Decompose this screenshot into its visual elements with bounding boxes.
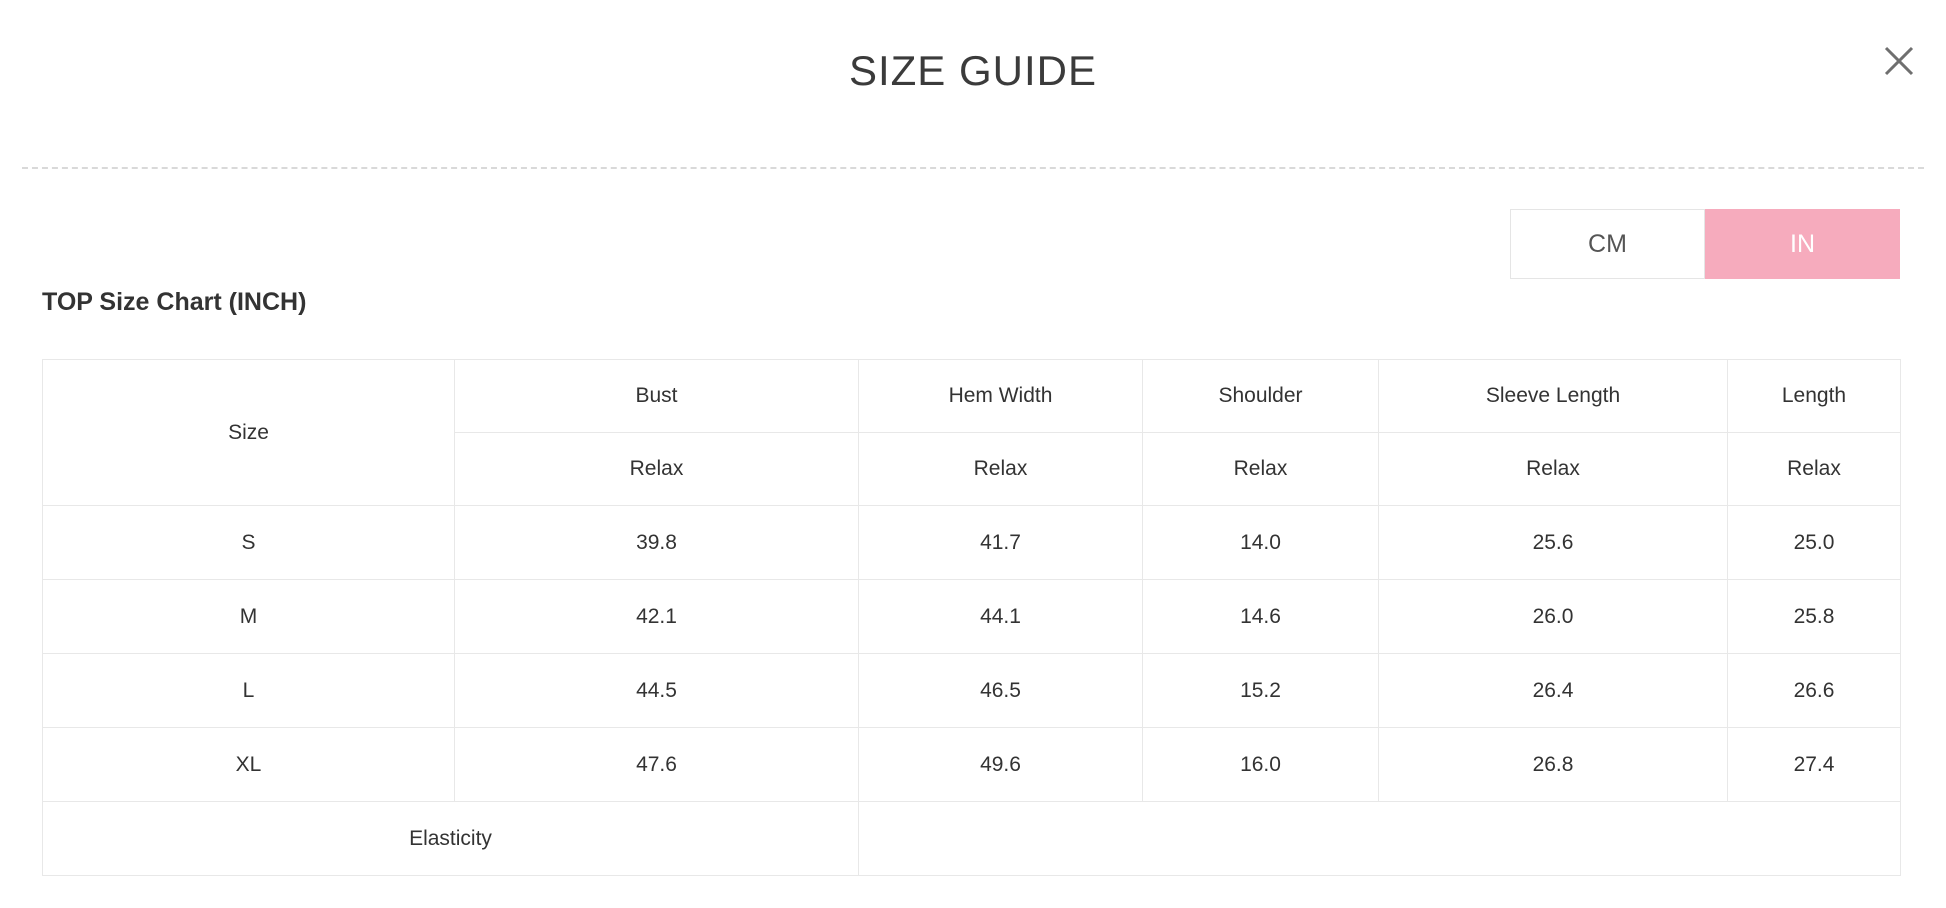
cell-value: 14.6 <box>1142 579 1379 654</box>
cell-value: 25.6 <box>1378 505 1728 580</box>
cell-value: 27.4 <box>1727 727 1901 802</box>
size-guide-header: SIZE GUIDE <box>0 0 1946 167</box>
cell-value: 14.0 <box>1142 505 1379 580</box>
cell-value: 44.1 <box>858 579 1143 654</box>
size-chart-table: Size Bust Hem Width Shoulder Sleeve Leng… <box>42 359 1901 876</box>
cell-value: 26.6 <box>1727 653 1901 728</box>
cell-value: 25.0 <box>1727 505 1901 580</box>
cell-value: 26.4 <box>1378 653 1728 728</box>
col-header-sleeve-length: Sleeve Length <box>1378 359 1728 433</box>
cell-value: 44.5 <box>454 653 859 728</box>
table-row-s: S 39.8 41.7 14.0 25.6 25.0 <box>42 505 1901 580</box>
dashed-divider <box>22 167 1924 169</box>
subheader-relax: Relax <box>1378 432 1728 506</box>
table-footer-row: Elasticity <box>42 801 1901 876</box>
unit-toolbar: CM IN <box>42 209 1900 279</box>
col-header-length: Length <box>1727 359 1901 433</box>
cell-value: 25.8 <box>1727 579 1901 654</box>
col-header-size: Size <box>42 359 455 506</box>
subheader-relax: Relax <box>1727 432 1901 506</box>
size-label: S <box>42 505 455 580</box>
cell-value: 49.6 <box>858 727 1143 802</box>
subheader-relax: Relax <box>454 432 859 506</box>
section-title: TOP Size Chart (INCH) <box>42 288 307 316</box>
table-subheader-row: Relax Relax Relax Relax Relax <box>43 432 1901 506</box>
close-icon <box>1884 46 1914 76</box>
size-label: L <box>42 653 455 728</box>
elasticity-value <box>858 801 1901 876</box>
cell-value: 16.0 <box>1142 727 1379 802</box>
subheader-relax: Relax <box>858 432 1143 506</box>
cell-value: 39.8 <box>454 505 859 580</box>
table-row-xl: XL 47.6 49.6 16.0 26.8 27.4 <box>42 727 1901 802</box>
unit-toggle: CM IN <box>1510 209 1900 279</box>
table-row-l: L 44.5 46.5 15.2 26.4 26.6 <box>42 653 1901 728</box>
unit-toggle-in[interactable]: IN <box>1705 209 1900 279</box>
close-button[interactable] <box>1876 38 1922 84</box>
size-label: XL <box>42 727 455 802</box>
table-header-row: Size Bust Hem Width Shoulder Sleeve Leng… <box>42 359 1901 506</box>
cell-value: 26.0 <box>1378 579 1728 654</box>
cell-value: 15.2 <box>1142 653 1379 728</box>
col-header-hem-width: Hem Width <box>858 359 1143 433</box>
table-row-m: M 42.1 44.1 14.6 26.0 25.8 <box>42 579 1901 654</box>
cell-value: 26.8 <box>1378 727 1728 802</box>
elasticity-label: Elasticity <box>42 801 859 876</box>
cell-value: 42.1 <box>454 579 859 654</box>
size-label: M <box>42 579 455 654</box>
col-header-bust: Bust <box>454 359 859 433</box>
subheader-relax: Relax <box>1142 432 1379 506</box>
cell-value: 47.6 <box>454 727 859 802</box>
unit-toggle-cm[interactable]: CM <box>1510 209 1705 279</box>
col-header-shoulder: Shoulder <box>1142 359 1379 433</box>
cell-value: 41.7 <box>858 505 1143 580</box>
cell-value: 46.5 <box>858 653 1143 728</box>
page-title: SIZE GUIDE <box>848 47 1098 94</box>
